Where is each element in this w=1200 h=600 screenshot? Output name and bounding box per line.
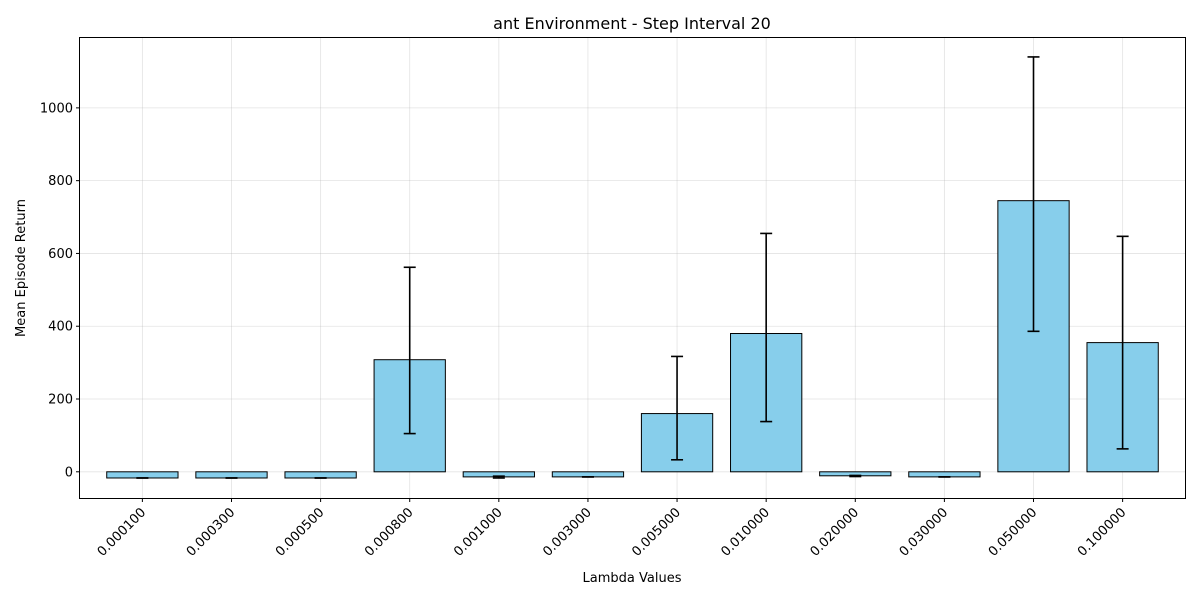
y-tick-label: 600: [48, 247, 73, 262]
y-tick-label: 800: [48, 174, 73, 189]
x-tick-label: 0.003000: [540, 505, 594, 559]
x-tick-label: 0.000500: [273, 505, 327, 559]
y-tick-label: 0: [65, 465, 73, 480]
x-tick-label: 0.000100: [95, 505, 149, 559]
bar-layer: [106, 200, 1159, 479]
chart-title: ant Environment - Step Interval 20: [493, 14, 771, 33]
x-tick-label: 0.000800: [362, 505, 416, 559]
x-tick-label: 0.030000: [897, 505, 951, 559]
plot-frame: [79, 37, 1186, 499]
x-axis-label: Lambda Values: [583, 571, 682, 586]
x-tick-label: 0.005000: [629, 505, 683, 559]
y-axis-label: Mean Episode Return: [14, 199, 29, 337]
axis-layer: 0 200 400 600 800 1000 0.000100 0.000300 0.00050…: [40, 101, 1130, 559]
x-tick-label: 0.100000: [1075, 505, 1129, 559]
bar-0.000500: [284, 471, 357, 479]
x-tick-label: 0.050000: [986, 505, 1040, 559]
bar-0.000100: [106, 471, 179, 479]
bar-0.000300: [195, 471, 268, 479]
x-tick-label: 0.000300: [184, 505, 238, 559]
error-bar-layer: [136, 56, 1129, 479]
y-tick-label: 200: [48, 393, 73, 408]
x-tick-label: 0.010000: [719, 505, 773, 559]
y-tick-label: 1000: [40, 101, 73, 116]
x-tick-label: 0.001000: [451, 505, 505, 559]
x-tick-label: 0.020000: [808, 505, 862, 559]
y-tick-label: 400: [48, 320, 73, 335]
